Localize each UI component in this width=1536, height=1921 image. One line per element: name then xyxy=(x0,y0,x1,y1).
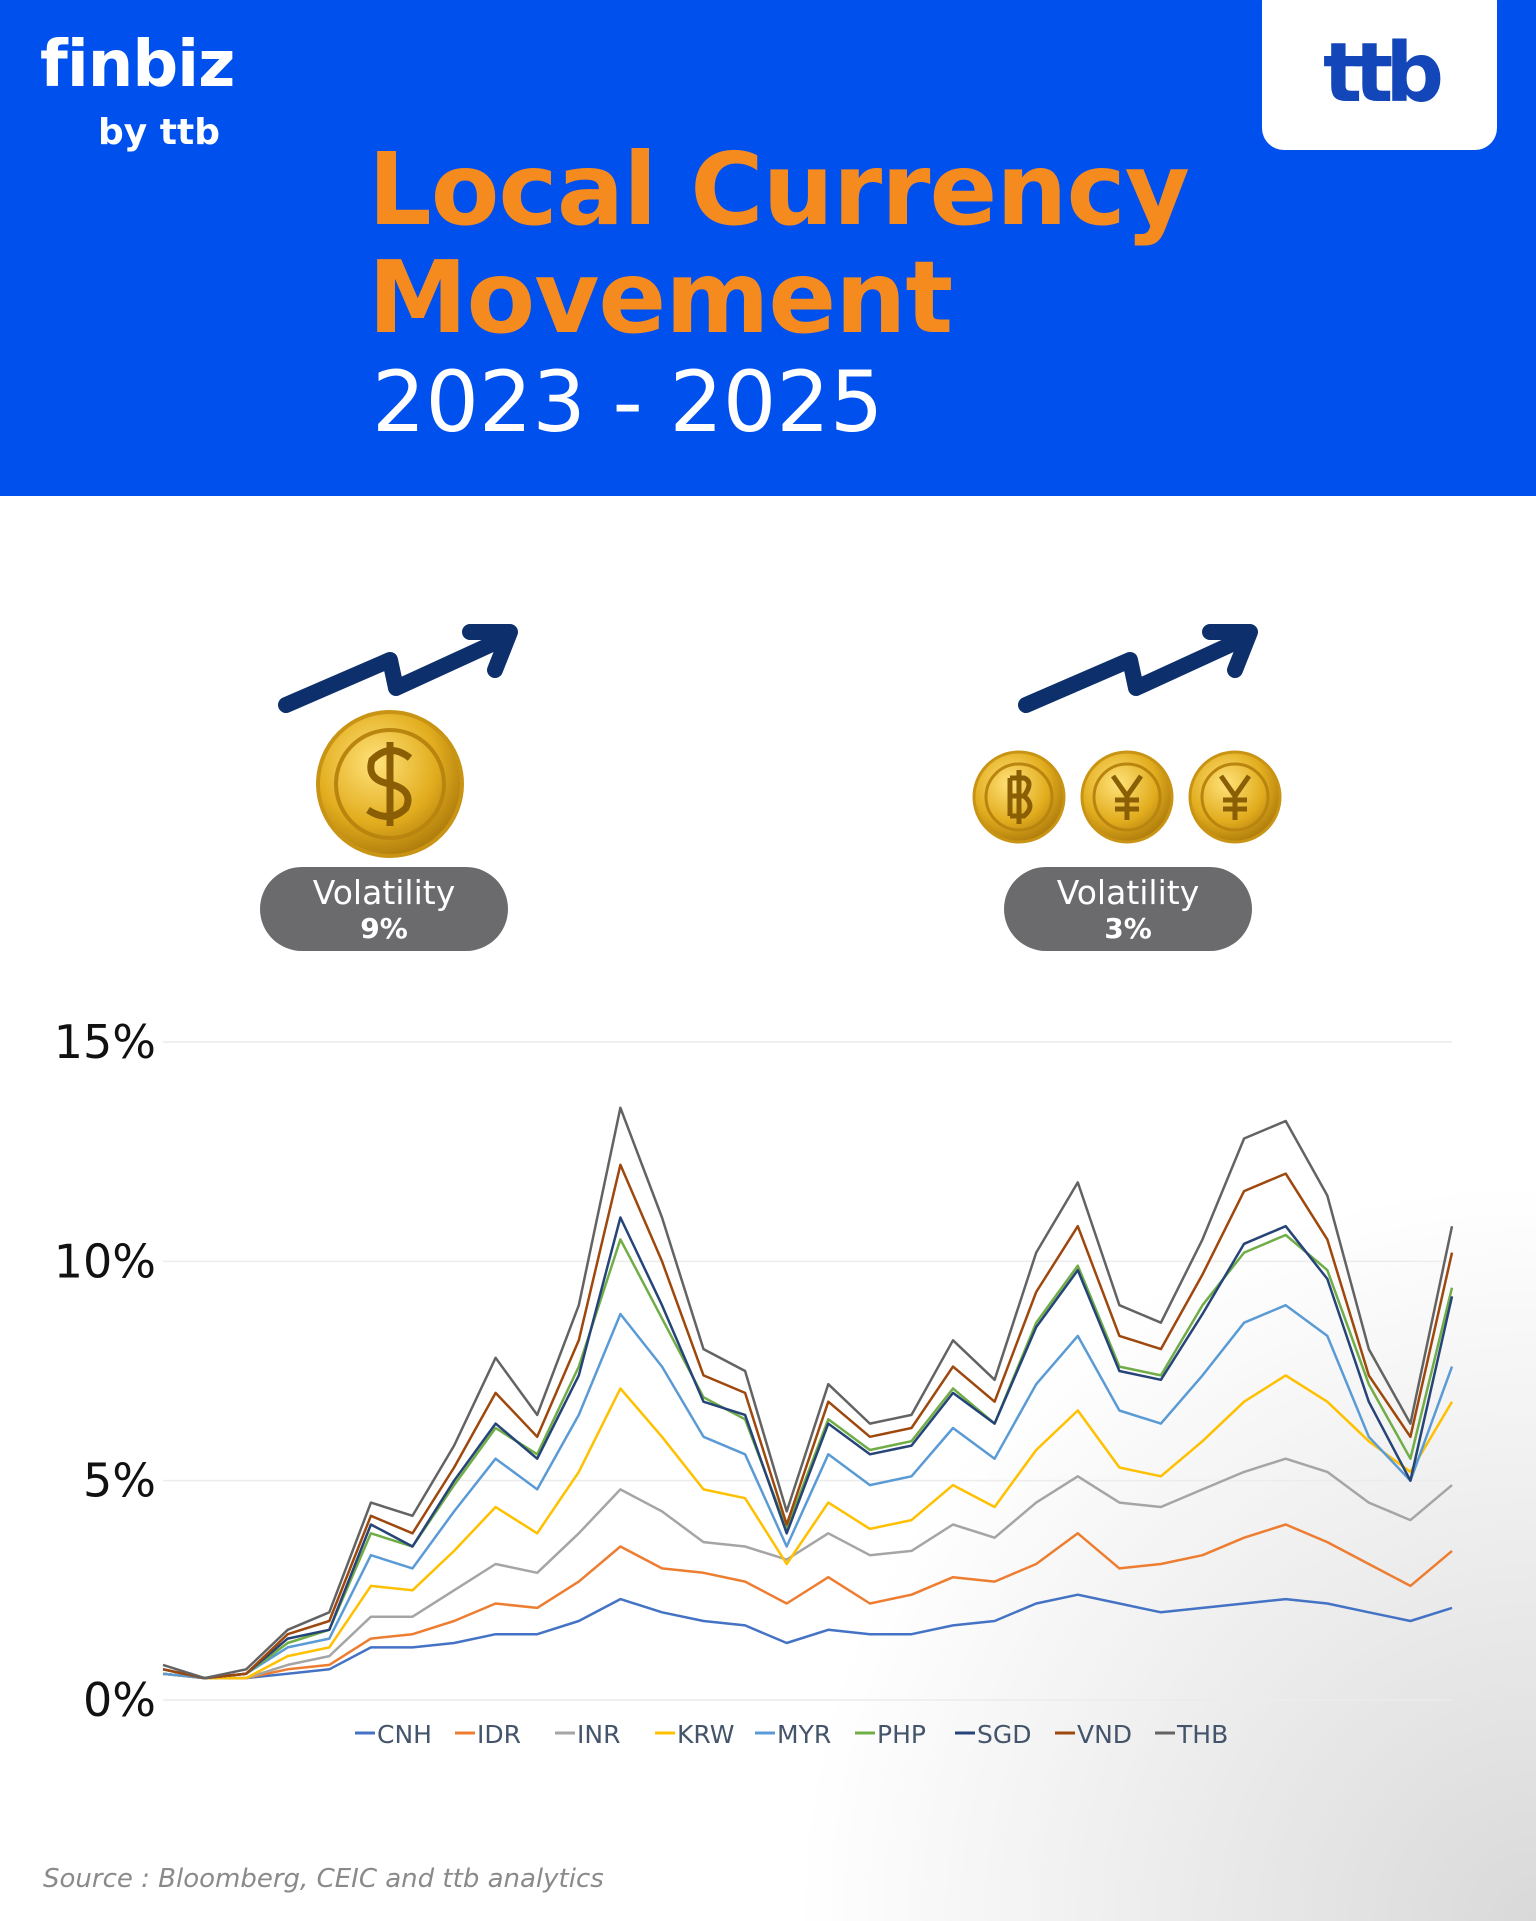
logo: ttb xyxy=(1322,26,1444,121)
legend-label: CNH xyxy=(377,1720,432,1749)
volatility-pill: Volatility 9% xyxy=(260,867,508,951)
y-tick-label: 5% xyxy=(83,1454,156,1508)
legend-label: INR xyxy=(577,1720,620,1749)
legend-label: VND xyxy=(1077,1720,1132,1749)
pill-value: 3% xyxy=(1104,912,1152,945)
coin-dollar xyxy=(316,710,464,858)
logo-box: ttb xyxy=(1262,0,1497,150)
volatility-pill: Volatility 3% xyxy=(1004,867,1252,951)
series-line xyxy=(162,1303,1454,1680)
y-tick-label: 10% xyxy=(54,1234,156,1288)
legend-label: PHP xyxy=(877,1720,926,1749)
series-line xyxy=(162,1374,1454,1680)
brand: finbiz xyxy=(40,28,235,102)
legend-label: KRW xyxy=(677,1720,734,1749)
y-tick-label: 0% xyxy=(83,1673,156,1727)
source: Source : Bloomberg, CEIC and ttb analyti… xyxy=(43,1864,604,1894)
series-line xyxy=(162,1593,1453,1680)
title: Movement xyxy=(368,239,953,356)
series-line xyxy=(162,1457,1453,1680)
pill-value: 9% xyxy=(360,912,408,945)
arrow xyxy=(278,624,518,713)
series-line xyxy=(162,1233,1454,1680)
legend-label: IDR xyxy=(477,1720,521,1749)
coin-baht xyxy=(972,750,1066,844)
header: finbiz by ttb ttb Local Currency Movemen… xyxy=(0,0,1536,496)
series-line xyxy=(162,1106,1454,1680)
series-line xyxy=(162,1523,1453,1680)
coin-yen xyxy=(1080,750,1174,844)
brand-sub: by ttb xyxy=(98,112,220,153)
y-tick-label: 15% xyxy=(54,1015,156,1069)
legend-label: MYR xyxy=(777,1720,831,1749)
pill-label: Volatility xyxy=(1056,873,1200,912)
series-line xyxy=(162,1216,1454,1680)
pill-label: Volatility xyxy=(312,873,456,912)
series-line xyxy=(162,1163,1454,1680)
legend-label: SGD xyxy=(977,1720,1032,1749)
title: Local Currency xyxy=(368,131,1190,248)
coin-yuan xyxy=(1188,750,1282,844)
arrow xyxy=(1018,624,1258,713)
legend-label: THB xyxy=(1176,1720,1228,1749)
period: 2023 - 2025 xyxy=(372,353,884,451)
